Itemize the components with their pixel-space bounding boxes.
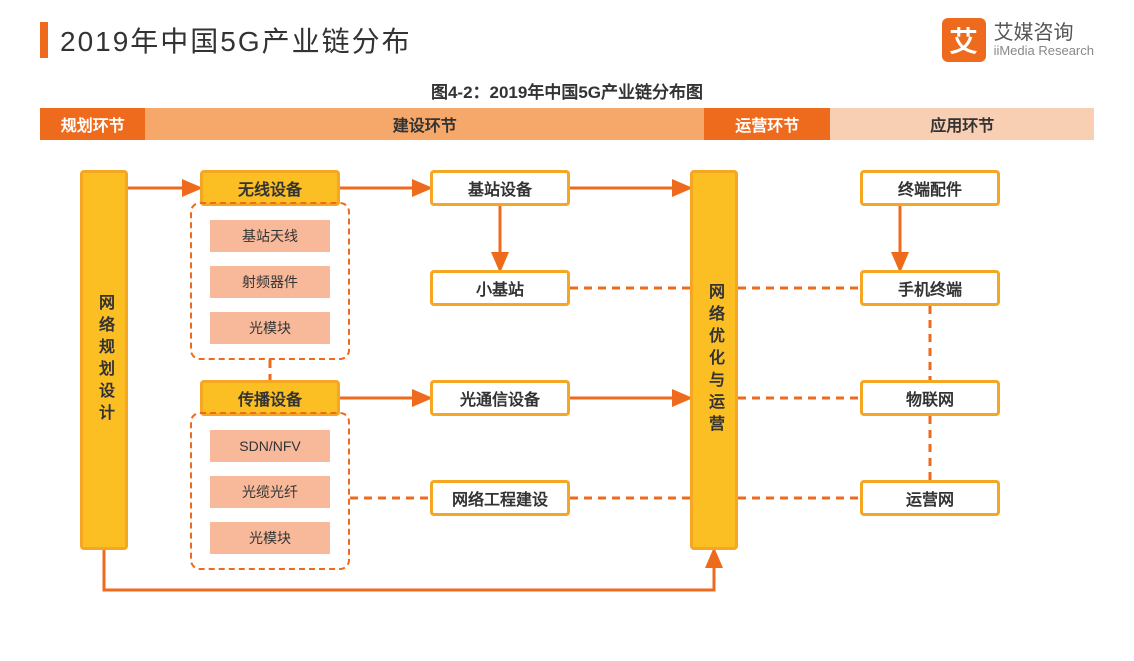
sub-item: 基站天线 <box>210 220 330 252</box>
node-basestation: 基站设备 <box>430 170 570 206</box>
logo-cn: 艾媒咨询 <box>994 22 1094 44</box>
sub-item: 光模块 <box>210 522 330 554</box>
flowchart-canvas: 网络规划设计 无线设备传播设备 基站设备小基站光通信设备网络工程建设 网络优化与运营 终… <box>40 150 1094 641</box>
stage-header: 运营环节 <box>704 108 830 140</box>
node-netop: 网络优化与运营 <box>690 170 738 550</box>
brand-logo: 艾 艾媒咨询 iiMedia Research <box>942 18 1094 62</box>
sub-item: 光缆光纤 <box>210 476 330 508</box>
node-opnet: 运营网 <box>860 480 1000 516</box>
node-wireless: 无线设备 <box>200 170 340 206</box>
sub-item: 射频器件 <box>210 266 330 298</box>
node-accessory: 终端配件 <box>860 170 1000 206</box>
node-iot: 物联网 <box>860 380 1000 416</box>
node-netbuild: 网络工程建设 <box>430 480 570 516</box>
page-title-bar: 2019年中国5G产业链分布 <box>40 20 412 60</box>
sub-item: SDN/NFV <box>210 430 330 462</box>
title-accent <box>40 22 48 58</box>
logo-en: iiMedia Research <box>994 44 1094 58</box>
figure-subtitle: 图4-2：2019年中国5G产业链分布图 <box>0 78 1134 103</box>
stage-header-row: 规划环节建设环节运营环节应用环节 <box>40 108 1094 140</box>
stage-header: 应用环节 <box>830 108 1094 140</box>
stage-header: 建设环节 <box>145 108 704 140</box>
node-optical: 光通信设备 <box>430 380 570 416</box>
page-title: 2019年中国5G产业链分布 <box>60 20 412 60</box>
node-plan: 网络规划设计 <box>80 170 128 550</box>
node-phone: 手机终端 <box>860 270 1000 306</box>
node-transmit: 传播设备 <box>200 380 340 416</box>
sub-item: 光模块 <box>210 312 330 344</box>
stage-header: 规划环节 <box>40 108 145 140</box>
logo-mark: 艾 <box>942 18 986 62</box>
node-smallcell: 小基站 <box>430 270 570 306</box>
logo-text: 艾媒咨询 iiMedia Research <box>994 22 1094 58</box>
